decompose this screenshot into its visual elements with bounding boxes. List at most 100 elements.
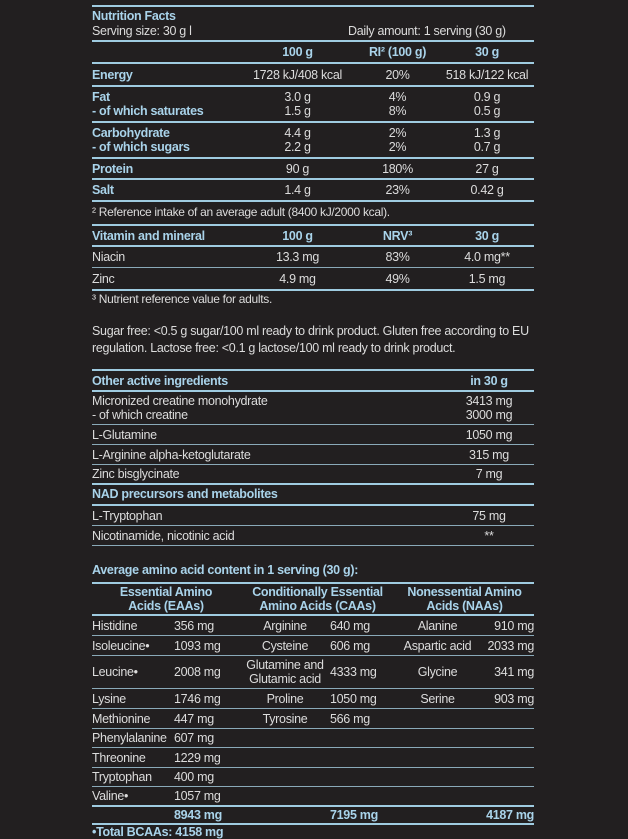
divider: [92, 390, 534, 392]
amino-total: 4187 mg: [486, 808, 534, 822]
footnote-ri: ² Reference intake of an average adult (…: [92, 205, 390, 219]
cell-line: 518 kJ/122 kcal: [445, 67, 529, 82]
vitamin-value: 13.3 mg: [275, 250, 320, 264]
nutrient-value: 90 g: [240, 162, 355, 176]
cell-line: 0.7 g: [473, 140, 501, 154]
row-value: 30 g: [475, 45, 499, 59]
amino-amount: 2008 mg: [174, 665, 221, 679]
amino-amount: 1093 mg: [174, 638, 221, 653]
cell-line: 8%: [388, 104, 407, 118]
ingredient-row: L-Glutamine 1050 mg: [92, 425, 534, 444]
vitamin-name: Niacin: [92, 250, 125, 264]
cell-line: 7 mg: [475, 467, 503, 481]
amino-name: Tyrosine: [240, 712, 330, 726]
ingredient-amount: **: [444, 529, 534, 543]
cell-line: - of which sugars: [92, 140, 190, 154]
cell-line: Glycine: [417, 665, 458, 679]
vitamin-value: 4.9 mg: [279, 272, 316, 286]
divider: [92, 504, 534, 506]
amino-group-header: Essential Amino Acids (EAAs): [92, 585, 240, 613]
ingredient-name: L-Tryptophan: [92, 509, 444, 523]
cell-line: - of which creatine: [92, 408, 188, 422]
cell-line: Zinc bisglycinate: [92, 467, 180, 481]
cell-line: 1.4 g: [284, 183, 311, 197]
row-value: 30 g: [475, 228, 499, 243]
amino-name: Isoleucine•: [92, 639, 174, 653]
divider: [92, 767, 534, 768]
cell-line: Isoleucine•: [92, 638, 150, 653]
cell-line: 315 mg: [469, 447, 509, 462]
divider: [92, 444, 534, 445]
amino-amount: 903 mg: [494, 691, 534, 706]
serving-size: Serving size: 30 g l: [92, 24, 192, 38]
amino-amount: 2033 mg: [487, 638, 534, 653]
amino-amount: 640 mg: [330, 618, 370, 633]
divider: [92, 369, 534, 371]
nutrient-value: 1.4 g: [240, 183, 355, 197]
divider: [92, 178, 534, 180]
row-value: 100 g: [282, 228, 313, 243]
table-row: Salt 1.4 g 23% 0.42 g: [92, 180, 534, 200]
vitamin-value: 49%: [385, 272, 410, 286]
amino-row: Isoleucine• 1093 mg Cysteine 606 mg Aspartic…: [92, 636, 534, 655]
ingredient-amount: 315 mg: [444, 448, 534, 462]
divider: [92, 823, 534, 825]
divider: [92, 224, 534, 226]
ingredient-name: L-Arginine alpha-ketoglutarate: [92, 448, 444, 462]
nutrient-name: Carbohydrate - of which sugars: [92, 126, 240, 154]
divider: [92, 267, 534, 268]
amino-name: Aspartic acid: [395, 639, 480, 653]
cell-line: 2.2 g: [284, 140, 311, 154]
row-value: NRV³: [382, 228, 413, 243]
nutrient-name: Salt: [92, 183, 240, 197]
nutrient-value: 4.4 g 2.2 g: [240, 126, 355, 154]
divider: [92, 121, 534, 123]
cell-line: 1050 mg: [465, 427, 513, 442]
amino-name: Arginine: [240, 619, 330, 633]
amino-group-header: Conditionally Essential Amino Acids (CAAs…: [240, 585, 395, 613]
cell-line: Cysteine: [261, 638, 309, 653]
footnote-nrv: ³ Nutrient reference value for adults.: [92, 292, 273, 306]
cell-line: Nicotinamide, nicotinic acid: [92, 528, 235, 543]
total-bcaas: •Total BCAAs: 4158 mg: [92, 825, 224, 839]
cell-line: 4.4 g: [284, 126, 311, 140]
nutrient-value: 3.0 g 1.5 g: [240, 90, 355, 118]
amino-amount: 341 mg: [494, 665, 534, 679]
ingredient-row: Zinc bisglycinate 7 mg: [92, 465, 534, 483]
nutrient-name: Protein: [92, 162, 240, 176]
amino-header: Essential Amino Acids (EAAs) Conditionally…: [92, 584, 534, 614]
amino-row: Methionine 447 mg Tyrosine 566 mg: [92, 709, 534, 728]
ingredient-row: NAD precursors and metabolites: [92, 484, 534, 504]
amino-name: Histidine: [92, 619, 174, 633]
label-title: Nutrition Facts: [92, 9, 176, 23]
amino-row: Tryptophan 400 mg: [92, 768, 534, 786]
cell-line: **: [484, 528, 494, 543]
cell-line: 23%: [385, 183, 410, 197]
amino-amount: 910 mg: [494, 618, 534, 633]
table-row: Fat - of which saturates 3.0 g 1.5 g 4% 8% 0.9…: [92, 87, 534, 121]
divider: [92, 289, 534, 291]
cell-line: Valine•: [92, 789, 129, 803]
statement-line: regulation. Lactose free: <0.1 g lactose…: [92, 341, 456, 355]
amino-name: Valine•: [92, 789, 174, 803]
divider: [92, 635, 534, 636]
cell-line: Glutamic acid: [249, 672, 321, 686]
amino-name: Serine: [395, 692, 480, 706]
ingredient-name: L-Glutamine: [92, 428, 444, 442]
cell-line: 1.5 g: [284, 104, 311, 118]
cell-line: Micronized creatine monohydrate: [92, 394, 268, 408]
cell-line: Essential Amino: [119, 585, 213, 599]
cell-line: Phenylalanine: [92, 731, 167, 745]
cell-line: 90 g: [285, 161, 310, 176]
nutrient-value: 4% 8%: [355, 90, 440, 118]
cell-line: 75 mg: [472, 508, 506, 523]
row-label: Vitamin and mineral: [92, 228, 205, 243]
divider: [92, 40, 534, 42]
cell-line: 180%: [382, 161, 413, 176]
cell-line: 0.5 g: [473, 104, 501, 118]
amino-row: Lysine 1746 mg Proline 1050 mg Serine 903 mg: [92, 689, 534, 708]
cell-line: Lysine: [92, 691, 126, 706]
nutrient-name: Energy: [92, 68, 240, 82]
divider: [92, 786, 534, 787]
row-value: RI² (100 g): [368, 45, 427, 59]
